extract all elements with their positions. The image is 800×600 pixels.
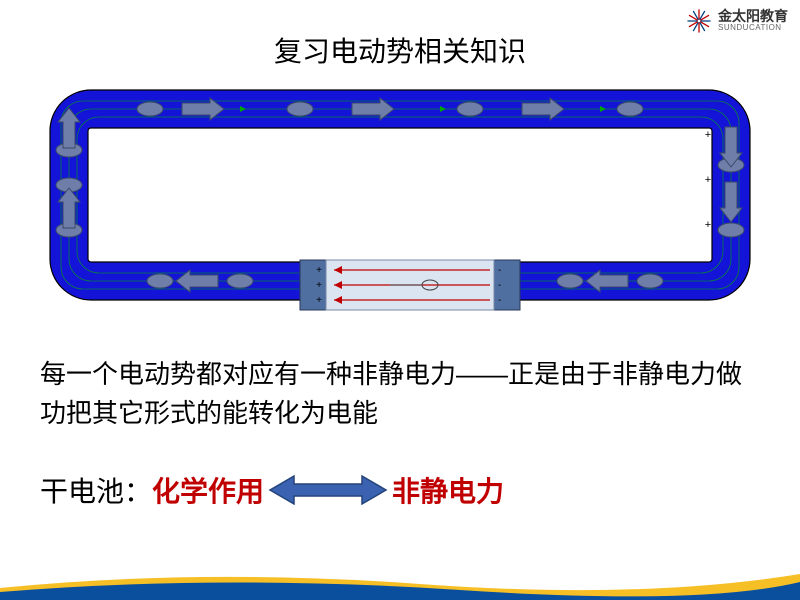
- svg-text:+: +: [316, 265, 322, 276]
- battery-right: 非静电力: [392, 470, 504, 510]
- footer-decoration: [0, 560, 800, 600]
- svg-text:+: +: [316, 280, 322, 291]
- svg-text:-: -: [498, 265, 501, 276]
- battery-line: 干电池： 化学作用 非静电力: [40, 470, 760, 510]
- svg-text:+: +: [705, 174, 711, 186]
- svg-text:+: +: [316, 295, 322, 306]
- double-arrow-icon: [268, 473, 388, 507]
- logo-cn: 金太阳教育: [718, 9, 788, 24]
- battery-label: 干电池：: [40, 470, 152, 510]
- body-paragraph: 每一个电动势都对应有一种非静电力——正是由于非静电力做功把其它形式的能转化为电能: [40, 355, 760, 433]
- svg-text:-: -: [498, 295, 501, 306]
- svg-text:-: -: [498, 280, 501, 291]
- battery-left: 化学作用: [152, 470, 264, 510]
- circuit-diagram: + + + + - + - + -: [40, 80, 760, 320]
- svg-text:+: +: [705, 219, 711, 231]
- svg-text:+: +: [705, 129, 711, 141]
- page-title: 复习电动势相关知识: [0, 30, 800, 70]
